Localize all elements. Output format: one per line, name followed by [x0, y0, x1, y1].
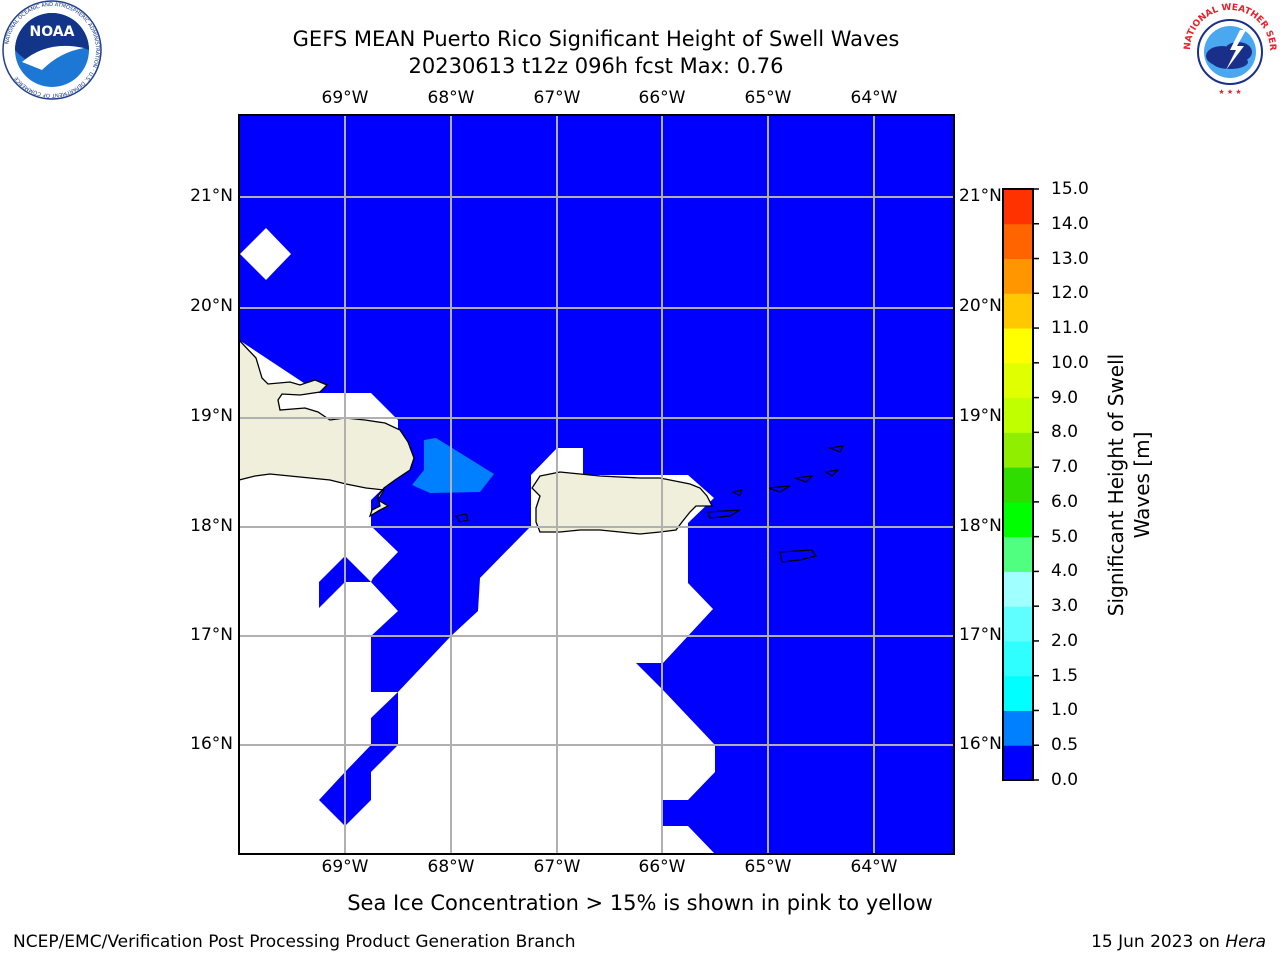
island: [827, 445, 845, 453]
lat-label-left: 19°N: [190, 406, 233, 426]
colorbar-tick-label: 0.0: [1051, 770, 1079, 790]
colorbar-segment: [1003, 467, 1033, 503]
date-system: Hera: [1225, 932, 1266, 952]
colorbar-tick-label: 9.0: [1051, 387, 1079, 408]
lat-label-right: 21°N: [959, 186, 1002, 206]
sea-ice-note: Sea Ice Concentration > 15% is shown in …: [347, 891, 933, 915]
swell-field-low: [239, 115, 954, 854]
land-hispaniola: [238, 338, 415, 518]
island: [794, 475, 814, 483]
colorbar-segment: [1003, 362, 1033, 399]
colorbar-segment: [1003, 675, 1033, 711]
lat-label-left: 18°N: [190, 516, 233, 536]
svg-text:★ ★ ★: ★ ★ ★: [1218, 88, 1241, 96]
colorbar-tick-label: 1.5: [1051, 665, 1079, 686]
lon-label-top: 69°W: [321, 88, 369, 108]
colorbar-tick-label: 7.0: [1051, 457, 1079, 478]
lon-label-bottom: 64°W: [850, 857, 898, 877]
lat-label-left: 16°N: [190, 734, 233, 754]
map-frame: [238, 114, 955, 855]
colorbar-label-line2: Waves [m]: [1130, 431, 1154, 539]
colorbar-tick-label: 6.0: [1051, 491, 1079, 512]
colorbar-tick-label: 4.0: [1051, 561, 1079, 582]
lat-label-left: 20°N: [190, 296, 233, 316]
lon-label-top: 67°W: [533, 88, 581, 108]
graticule: [239, 115, 954, 854]
colorbar-segment: [1003, 223, 1033, 260]
colorbar-tick-label: 0.5: [1051, 735, 1079, 756]
lat-label-left: 17°N: [190, 625, 233, 645]
colorbar-tick-label: 10.0: [1051, 352, 1089, 373]
island: [779, 549, 817, 563]
swell-field-low-patch: [319, 745, 398, 826]
lat-label-left: 21°N: [190, 186, 233, 206]
credit-text: NCEP/EMC/Verification Post Processing Pr…: [13, 932, 576, 952]
date-stamp: 15 Jun 2023 on Hera: [1091, 932, 1266, 952]
island: [767, 485, 791, 493]
colorbar-tick-label: 2.0: [1051, 630, 1079, 651]
colorbar-tick-label: 5.0: [1051, 526, 1079, 547]
colorbar-segment: [1003, 640, 1033, 677]
island: [824, 469, 840, 477]
lat-label-right: 20°N: [959, 296, 1002, 316]
colorbar-segment: [1003, 536, 1033, 572]
colorbar-segment: [1003, 501, 1033, 538]
land-puerto-rico: [531, 471, 714, 535]
nws-logo: NATIONAL WEATHER SERVICE ★ ★ ★: [1180, 0, 1277, 96]
noaa-logo-text: NOAA: [30, 24, 75, 40]
colorbar-tick-label: 12.0: [1051, 283, 1089, 304]
island: [455, 513, 469, 523]
noaa-logo: NOAA NATIONAL OCEANIC AND ATMOSPHERIC AD…: [2, 0, 102, 100]
swell-field-mid: [412, 438, 494, 493]
lon-label-bottom: 67°W: [533, 857, 581, 877]
colorbar-tick-label: 11.0: [1051, 318, 1089, 339]
island: [731, 489, 743, 497]
lon-label-top: 65°W: [744, 88, 792, 108]
lat-label-right: 17°N: [959, 625, 1002, 645]
colorbar-tick-label: 3.0: [1051, 596, 1079, 617]
colorbar-tick-label: 8.0: [1051, 422, 1079, 443]
lon-label-bottom: 69°W: [321, 857, 369, 877]
colorbar-segment: [1003, 328, 1033, 364]
map-subtitle: 20230613 t12z 096h fcst Max: 0.76: [408, 54, 784, 78]
colorbar-tick-label: 13.0: [1051, 248, 1089, 269]
colorbar-segment: [1003, 571, 1033, 607]
lat-label-right: 16°N: [959, 734, 1002, 754]
colorbar-segment: [1003, 189, 1033, 225]
colorbar-label-line1: Significant Height of Swell: [1104, 353, 1128, 617]
colorbar-segment: [1003, 606, 1033, 642]
lat-label-right: 18°N: [959, 516, 1002, 536]
lat-label-right: 19°N: [959, 406, 1002, 426]
lon-label-bottom: 68°W: [427, 857, 475, 877]
masked-cell: [240, 228, 291, 280]
colorbar-segment: [1003, 432, 1033, 468]
lon-label-bottom: 66°W: [638, 857, 686, 877]
colorbar-segment: [1003, 745, 1033, 781]
lon-label-top: 66°W: [638, 88, 686, 108]
lon-label-top: 68°W: [427, 88, 475, 108]
colorbar-segment: [1003, 258, 1033, 294]
colorbar-segment: [1003, 397, 1033, 433]
colorbar-segment: [1003, 293, 1033, 329]
colorbar-tick-label: 1.0: [1051, 700, 1079, 721]
colorbar-label: Significant Height of Swell Waves [m]: [1103, 315, 1155, 655]
colorbar-segment: [1003, 710, 1033, 746]
date-text: 15 Jun 2023 on: [1091, 932, 1226, 952]
colorbar-tick-label: 14.0: [1051, 213, 1089, 234]
map-title: GEFS MEAN Puerto Rico Significant Height…: [292, 27, 900, 51]
island: [707, 509, 741, 519]
colorbar-tick-label: 15.0: [1051, 179, 1089, 199]
lon-label-top: 64°W: [850, 88, 898, 108]
lon-label-bottom: 65°W: [744, 857, 792, 877]
swell-field-low-patch: [371, 692, 398, 745]
